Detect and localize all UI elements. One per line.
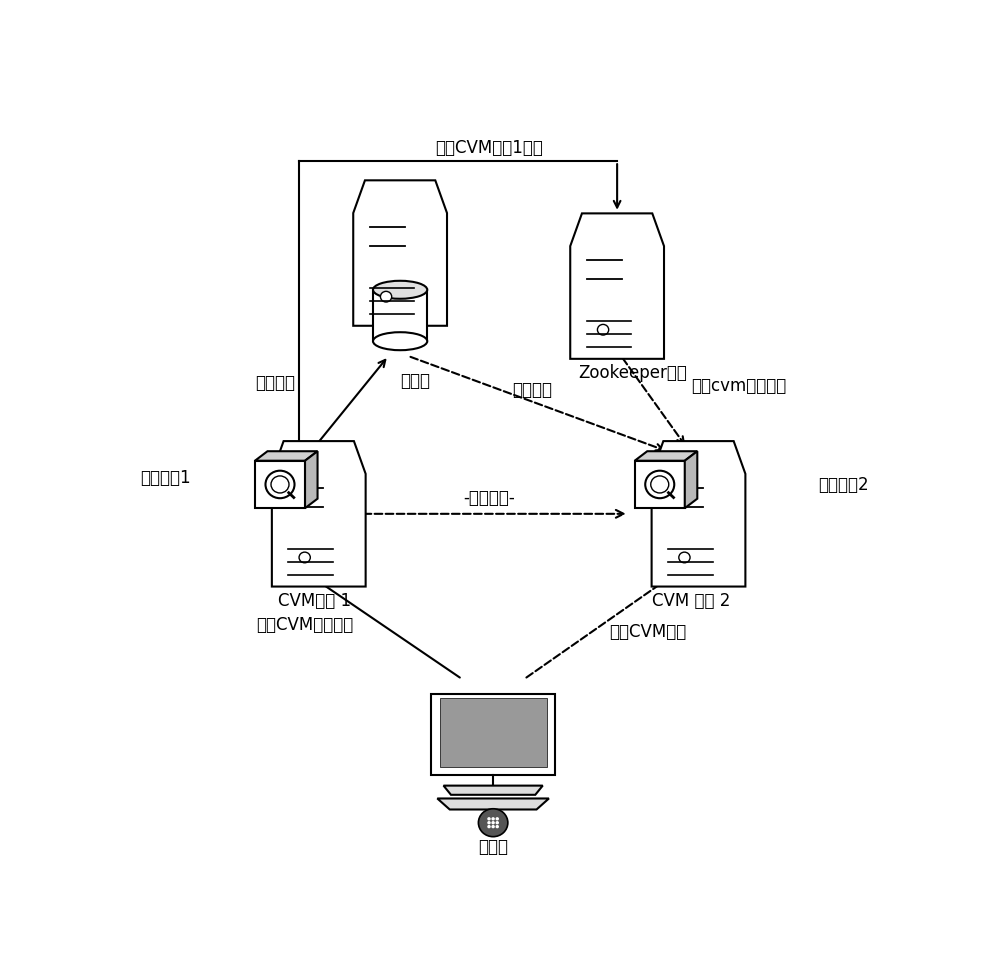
Polygon shape	[570, 214, 664, 359]
Polygon shape	[255, 452, 318, 461]
Text: 同步CVM节点1信息: 同步CVM节点1信息	[435, 138, 543, 156]
Polygon shape	[635, 452, 697, 461]
Polygon shape	[685, 452, 697, 509]
Text: -节点切换-: -节点切换-	[463, 489, 515, 506]
Circle shape	[488, 826, 490, 828]
Polygon shape	[437, 799, 549, 810]
Polygon shape	[652, 441, 745, 587]
Circle shape	[492, 826, 494, 828]
Circle shape	[645, 471, 674, 498]
Polygon shape	[635, 461, 685, 509]
Text: Zookeeper集群: Zookeeper集群	[578, 364, 687, 382]
Ellipse shape	[373, 333, 427, 351]
Circle shape	[488, 818, 490, 820]
Circle shape	[265, 471, 295, 498]
Ellipse shape	[373, 281, 427, 299]
Circle shape	[597, 325, 609, 335]
Text: 代理模块1: 代理模块1	[140, 469, 191, 487]
Text: 控制台: 控制台	[478, 837, 508, 855]
Text: 访问CVM服务故障: 访问CVM服务故障	[256, 616, 354, 634]
Text: 代理模块2: 代理模块2	[819, 476, 869, 494]
Polygon shape	[255, 461, 305, 509]
Circle shape	[492, 821, 494, 823]
Circle shape	[380, 292, 392, 303]
Circle shape	[651, 476, 669, 494]
Polygon shape	[305, 452, 318, 509]
Polygon shape	[444, 786, 543, 795]
Text: 数据库: 数据库	[401, 372, 431, 389]
Circle shape	[496, 826, 498, 828]
Polygon shape	[353, 181, 447, 327]
Polygon shape	[373, 291, 427, 342]
Circle shape	[271, 476, 289, 494]
Text: CVM节点 1: CVM节点 1	[278, 591, 351, 609]
Polygon shape	[440, 699, 547, 767]
Circle shape	[496, 818, 498, 820]
Text: 同步数据: 同步数据	[256, 374, 296, 391]
Circle shape	[478, 809, 508, 837]
Text: 同步数据: 同步数据	[512, 380, 552, 398]
Polygon shape	[431, 694, 555, 775]
Text: 访问CVM服务: 访问CVM服务	[609, 622, 687, 640]
Circle shape	[496, 821, 498, 823]
Circle shape	[488, 821, 490, 823]
Polygon shape	[272, 441, 366, 587]
Text: CVM 节点 2: CVM 节点 2	[652, 591, 730, 609]
Circle shape	[299, 553, 310, 563]
Circle shape	[492, 818, 494, 820]
Text: 同步cvm节点信息: 同步cvm节点信息	[691, 376, 786, 395]
Circle shape	[679, 553, 690, 563]
